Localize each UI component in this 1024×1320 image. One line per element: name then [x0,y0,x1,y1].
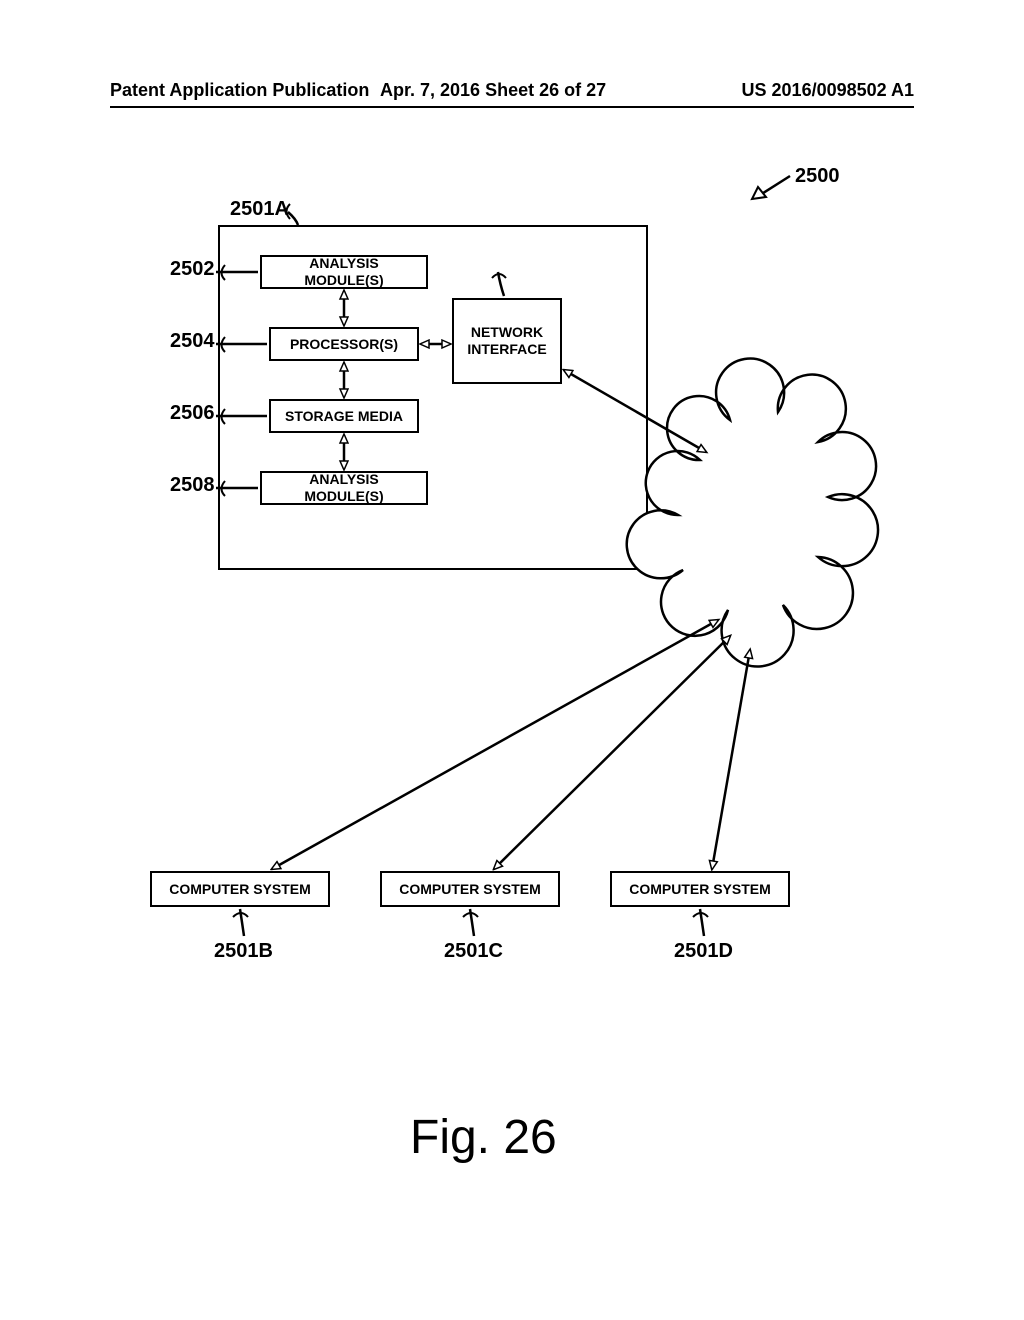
label-2501A: 2501A [230,198,289,221]
figure-26: 2500 2501A 2502 2504 2506 2508 2507 2509… [0,0,1024,1320]
label-2504: 2504 [170,330,215,353]
computer-system-b: COMPUTER SYSTEM [150,871,330,907]
computer-system-d: COMPUTER SYSTEM [610,871,790,907]
computer-system-c: COMPUTER SYSTEM [380,871,560,907]
label-2501C: 2501C [444,940,503,963]
analysis-module-box-1: ANALYSIS MODULE(S) [260,255,428,289]
label-2508: 2508 [170,474,215,497]
label-2501D: 2501D [674,940,733,963]
analysis-module-box-2: ANALYSIS MODULE(S) [260,471,428,505]
label-2506: 2506 [170,402,215,425]
storage-media-box: STORAGE MEDIA [269,399,419,433]
label-2509: 2509 [785,395,830,418]
label-2500: 2500 [795,165,840,188]
network-interface-box: NETWORK INTERFACE [452,298,562,384]
figure-caption: Fig. 26 [410,1110,557,1165]
label-2501B: 2501B [214,940,273,963]
processor-box: PROCESSOR(S) [269,327,419,361]
cloud-icon [627,359,878,667]
label-2502: 2502 [170,258,215,281]
